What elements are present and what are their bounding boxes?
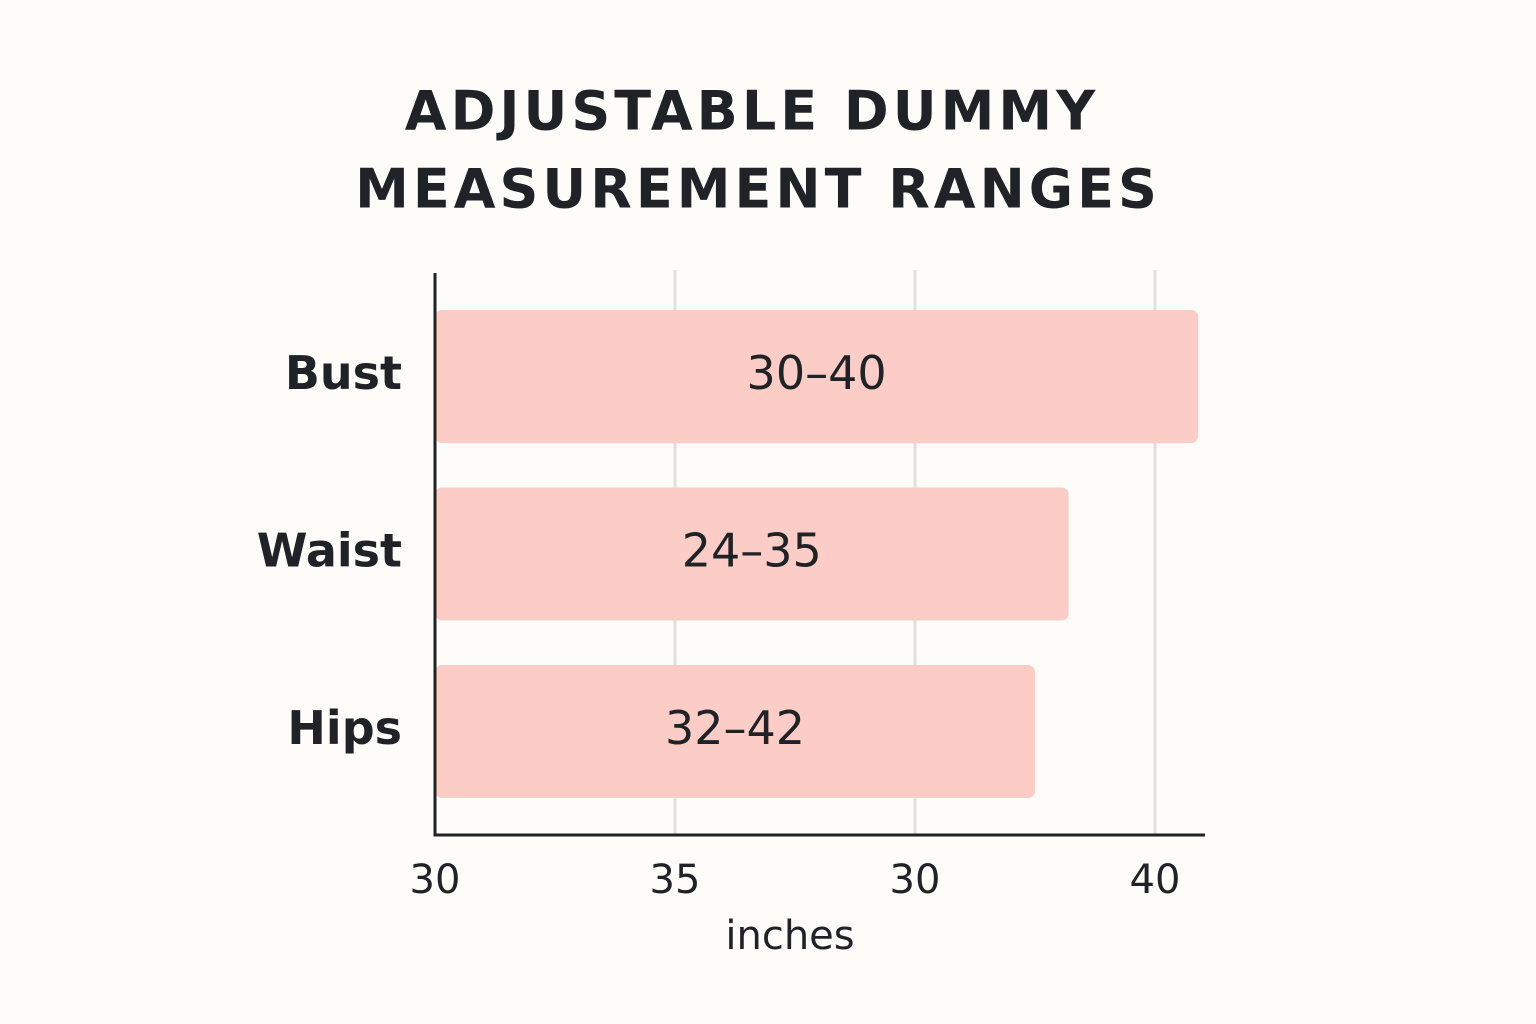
bar-range-label: 24–35 bbox=[682, 524, 822, 578]
y-tick-label: Bust bbox=[285, 346, 402, 400]
bar bbox=[435, 665, 1035, 798]
x-tick-label: 35 bbox=[650, 857, 701, 903]
chart-title: MEASUREMENT RANGES bbox=[355, 158, 1161, 221]
x-tick-label: 30 bbox=[890, 857, 941, 903]
x-tick-label: 30 bbox=[410, 857, 461, 903]
bar bbox=[435, 310, 1199, 443]
x-axis-label: inches bbox=[725, 913, 854, 959]
bar-range-label: 32–42 bbox=[665, 701, 805, 755]
chart-title: ADJUSTABLE DUMMY bbox=[405, 80, 1099, 143]
y-tick-label: Waist bbox=[257, 524, 402, 578]
x-tick-label: 40 bbox=[1130, 857, 1181, 903]
y-tick-label: Hips bbox=[287, 701, 402, 755]
bar bbox=[435, 487, 1069, 621]
bar-range-label: 30–40 bbox=[747, 346, 887, 400]
